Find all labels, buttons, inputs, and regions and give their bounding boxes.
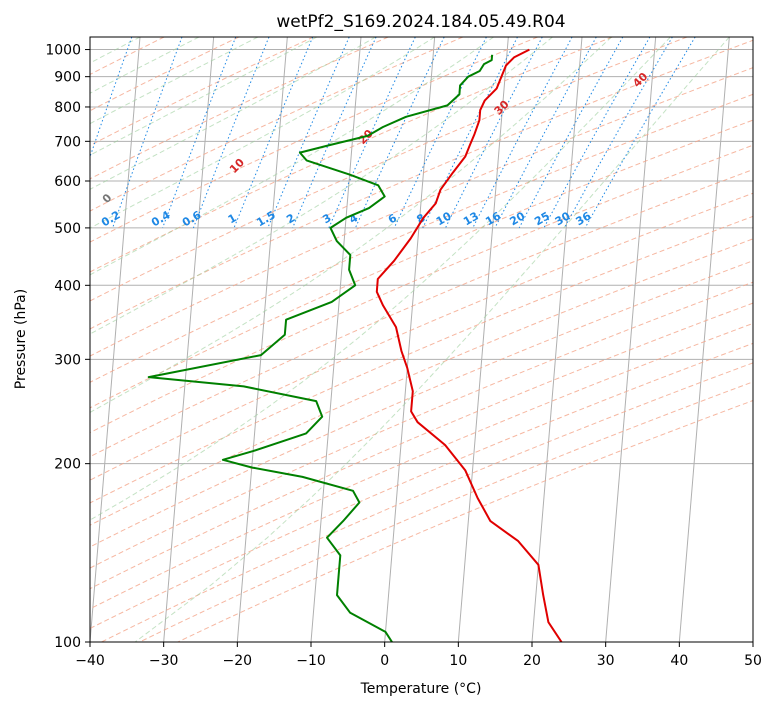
moist-adiabat bbox=[90, 37, 318, 156]
dry-adiabat bbox=[90, 37, 688, 302]
dry-adiabat bbox=[90, 238, 753, 526]
x-tick-label: 0 bbox=[380, 653, 389, 669]
y-tick-label: 500 bbox=[54, 221, 81, 237]
mixing-ratio-line bbox=[292, 37, 377, 229]
isotherm-line bbox=[678, 37, 730, 642]
x-tick-label: 20 bbox=[523, 653, 541, 669]
mixing-ratio-line bbox=[192, 37, 270, 229]
isotherm-line bbox=[310, 37, 362, 642]
dry-adiabat bbox=[90, 119, 753, 409]
mixing-ratio-line bbox=[518, 37, 624, 229]
moist-adiabat bbox=[134, 37, 730, 642]
isotherm-line bbox=[90, 37, 141, 642]
y-tick-label: 600 bbox=[54, 174, 81, 190]
x-tick-label: −30 bbox=[149, 653, 179, 669]
isotherm-line bbox=[236, 37, 288, 642]
y-tick-label: 900 bbox=[54, 70, 81, 86]
mixing-ratio-line bbox=[393, 37, 487, 229]
dry-adiabat bbox=[90, 281, 753, 569]
y-tick-label: 800 bbox=[54, 100, 81, 116]
y-tick-label: 100 bbox=[54, 635, 81, 651]
dry-adiabat bbox=[90, 144, 753, 434]
y-axis-label: Pressure (hPa) bbox=[13, 289, 29, 389]
y-tick-label: 700 bbox=[54, 134, 81, 150]
chart-title: wetPf2_S169.2024.184.05.49.R04 bbox=[276, 12, 565, 32]
dry-adiabat bbox=[90, 342, 753, 630]
mixing-ratio-line bbox=[112, 37, 183, 229]
y-tick-label: 300 bbox=[54, 352, 81, 368]
isotherm-line bbox=[605, 37, 657, 642]
x-tick-label: 10 bbox=[449, 653, 467, 669]
dry-adiabat bbox=[101, 362, 753, 642]
plot-frame bbox=[89, 36, 754, 643]
x-tick-label: 50 bbox=[744, 653, 762, 669]
x-axis-label: Temperature (°C) bbox=[360, 681, 482, 697]
dry-adiabat bbox=[90, 260, 753, 548]
isotherm-line bbox=[457, 37, 509, 642]
x-tick-label: −10 bbox=[296, 653, 326, 669]
moist-adiabat bbox=[90, 37, 435, 229]
dry-adiabat bbox=[90, 37, 613, 273]
profile-series bbox=[147, 48, 563, 642]
x-tick-label: 40 bbox=[670, 653, 688, 669]
dry-adiabat bbox=[90, 39, 753, 330]
dewpoint-line bbox=[147, 54, 494, 642]
mixing-ratio-line bbox=[472, 37, 573, 229]
isotherm-line bbox=[163, 37, 215, 642]
y-tick-label: 200 bbox=[54, 457, 81, 473]
grid-lines bbox=[90, 37, 753, 642]
y-tick-label: 1000 bbox=[45, 43, 81, 59]
mixing-ratio-line bbox=[494, 37, 597, 229]
isotherm-line bbox=[384, 37, 436, 642]
moist-adiabat bbox=[90, 37, 671, 521]
moist-adiabat bbox=[90, 37, 494, 276]
dry-adiabat bbox=[90, 93, 753, 383]
mixing-ratio-line bbox=[267, 37, 350, 229]
temperature-line bbox=[375, 48, 563, 642]
x-tick-label: −40 bbox=[75, 653, 105, 669]
x-tick-label: −20 bbox=[223, 653, 253, 669]
x-axis-ticks: −40 −30 −20 −10 0 10 20 30 40 50 bbox=[75, 642, 762, 669]
mixing-ratio-line bbox=[543, 37, 651, 229]
mixing-ratio-line bbox=[233, 37, 314, 229]
x-tick-label: 30 bbox=[597, 653, 615, 669]
moist-adiabat bbox=[90, 37, 612, 413]
plot-area: 0.10.20.40.611.52346810131620253036-100-… bbox=[90, 37, 753, 642]
y-tick-label: 400 bbox=[54, 278, 81, 294]
dry-adiabat bbox=[90, 322, 753, 610]
dry-adiabats bbox=[90, 37, 753, 642]
y-axis-ticks: 100 200 300 400 500 600 700 800 900 1000 bbox=[45, 43, 90, 651]
dry-adiabat bbox=[90, 192, 753, 481]
moist-adiabat bbox=[90, 37, 259, 125]
mixing-ratio-line bbox=[162, 37, 237, 229]
mixing-ratio-line bbox=[90, 37, 133, 159]
